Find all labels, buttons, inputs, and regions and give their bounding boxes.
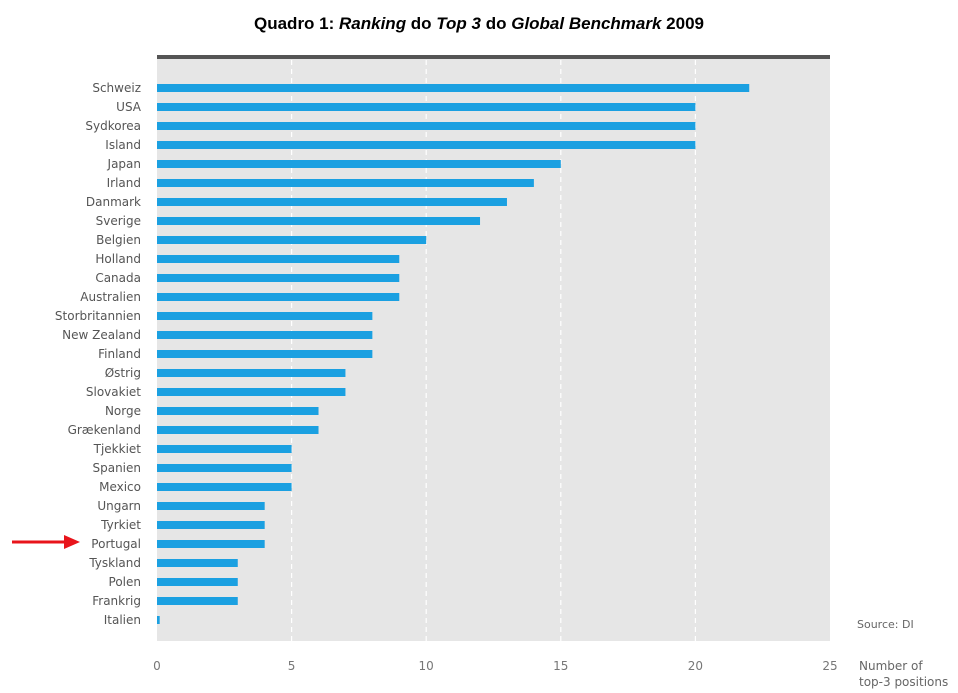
category-label-23: Tyrkiet bbox=[100, 518, 141, 532]
category-label-26: Polen bbox=[109, 575, 141, 589]
category-label-20: Spanien bbox=[92, 461, 141, 475]
bar-8 bbox=[157, 236, 427, 244]
category-label-3: Island bbox=[105, 138, 141, 152]
bar-0 bbox=[157, 84, 750, 92]
category-label-15: Østrig bbox=[105, 366, 141, 380]
category-label-28: Italien bbox=[104, 613, 141, 627]
category-label-4: Japan bbox=[107, 157, 141, 171]
bar-9 bbox=[157, 255, 400, 263]
x-axis-label-line-1: Number of bbox=[859, 659, 923, 673]
category-label-7: Sverige bbox=[96, 214, 141, 228]
category-label-5: Irland bbox=[107, 176, 141, 190]
category-label-17: Norge bbox=[105, 404, 141, 418]
category-label-27: Frankrig bbox=[92, 594, 141, 608]
category-label-14: Finland bbox=[98, 347, 141, 361]
x-tick-label-15: 15 bbox=[553, 659, 568, 673]
category-label-25: Tyskland bbox=[88, 556, 141, 570]
category-label-24: Portugal bbox=[91, 537, 141, 551]
category-label-2: Sydkorea bbox=[85, 119, 141, 133]
x-tick-label-20: 20 bbox=[688, 659, 703, 673]
bar-11 bbox=[157, 293, 400, 301]
category-label-0: Schweiz bbox=[92, 81, 141, 95]
bar-5 bbox=[157, 179, 534, 187]
category-label-6: Danmark bbox=[86, 195, 141, 209]
category-label-9: Holland bbox=[95, 252, 141, 266]
bar-6 bbox=[157, 198, 507, 206]
bar-16 bbox=[157, 388, 346, 396]
bar-20 bbox=[157, 464, 292, 472]
category-label-16: Slovakiet bbox=[86, 385, 141, 399]
bar-23 bbox=[157, 521, 265, 529]
bar-26 bbox=[157, 578, 238, 586]
bar-27 bbox=[157, 597, 238, 605]
bar-24 bbox=[157, 540, 265, 548]
bar-10 bbox=[157, 274, 400, 282]
category-label-12: Storbritannien bbox=[55, 309, 141, 323]
bar-18 bbox=[157, 426, 319, 434]
bar-25 bbox=[157, 559, 238, 567]
x-tick-label-5: 5 bbox=[288, 659, 296, 673]
bar-28 bbox=[157, 616, 160, 624]
bar-4 bbox=[157, 160, 561, 168]
category-label-18: Grækenland bbox=[68, 423, 141, 437]
category-label-8: Belgien bbox=[96, 233, 141, 247]
category-label-21: Mexico bbox=[99, 480, 141, 494]
x-tick-label-25: 25 bbox=[822, 659, 837, 673]
source-note: Source: DI bbox=[857, 618, 914, 631]
category-label-13: New Zealand bbox=[62, 328, 141, 342]
highlight-arrow bbox=[12, 535, 80, 549]
bar-15 bbox=[157, 369, 346, 377]
category-label-10: Canada bbox=[95, 271, 141, 285]
plot-top-rule bbox=[157, 55, 830, 59]
category-labels: Schweiz USA Sydkorea Island Japan Irland Danma… bbox=[55, 81, 142, 627]
bar-22 bbox=[157, 502, 265, 510]
x-tick-label-10: 10 bbox=[419, 659, 434, 673]
category-label-22: Ungarn bbox=[97, 499, 141, 513]
bars bbox=[157, 84, 750, 624]
bar-7 bbox=[157, 217, 481, 225]
bar-1 bbox=[157, 103, 696, 111]
bar-17 bbox=[157, 407, 319, 415]
category-label-11: Australien bbox=[80, 290, 141, 304]
x-tick-labels: 0 5 10 15 20 25 bbox=[153, 659, 837, 673]
category-label-1: USA bbox=[116, 100, 142, 114]
arrow-head bbox=[64, 535, 80, 549]
bar-3 bbox=[157, 141, 696, 149]
bar-14 bbox=[157, 350, 373, 358]
plot-background bbox=[157, 58, 830, 641]
chart-title: Quadro 1: Ranking do Top 3 do Global Ben… bbox=[254, 14, 704, 33]
bar-13 bbox=[157, 331, 373, 339]
category-label-19: Tjekkiet bbox=[93, 442, 142, 456]
bar-19 bbox=[157, 445, 292, 453]
x-tick-label-0: 0 bbox=[153, 659, 161, 673]
bar-21 bbox=[157, 483, 292, 491]
x-axis-label-line-2: top-3 positions bbox=[859, 675, 948, 689]
bar-2 bbox=[157, 122, 696, 130]
bar-12 bbox=[157, 312, 373, 320]
